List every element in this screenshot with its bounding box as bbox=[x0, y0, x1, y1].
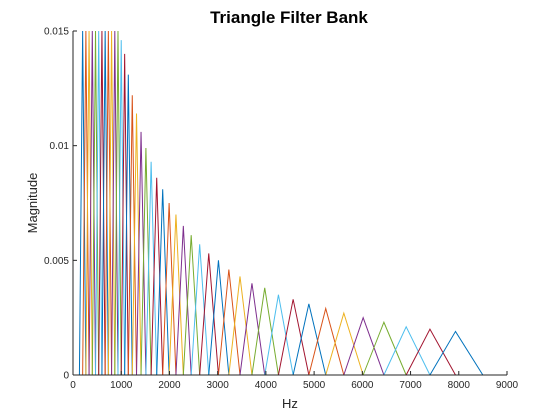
filter-triangle-6 bbox=[95, 30, 103, 376]
filter-triangle-19 bbox=[140, 147, 152, 376]
filter-triangle-12 bbox=[114, 30, 122, 376]
filter-triangle-7 bbox=[98, 30, 106, 376]
filter-series-layer bbox=[78, 30, 484, 376]
filter-triangle-43 bbox=[429, 330, 484, 376]
filter-triangle-39 bbox=[343, 316, 385, 376]
y-axis-label: Magnitude bbox=[25, 173, 40, 234]
filter-triangle-10 bbox=[107, 30, 116, 376]
filter-triangle-21 bbox=[150, 177, 164, 376]
y-tick-label: 0 bbox=[63, 371, 69, 382]
filter-triangle-16 bbox=[127, 95, 138, 376]
filter-triangle-25 bbox=[175, 225, 192, 376]
x-tick-label: 1000 bbox=[110, 380, 133, 391]
filter-triangle-23 bbox=[162, 202, 177, 376]
chart-title: Triangle Filter Bank bbox=[210, 8, 368, 27]
filter-triangle-24 bbox=[168, 214, 184, 376]
x-tick-label: 5000 bbox=[303, 380, 326, 391]
x-axis-label: Hz bbox=[282, 396, 298, 411]
filter-triangle-41 bbox=[383, 325, 431, 376]
x-tick-label: 7000 bbox=[399, 380, 422, 391]
filter-triangle-5 bbox=[91, 30, 100, 376]
filter-triangle-9 bbox=[104, 30, 113, 376]
filter-triangle-17 bbox=[131, 113, 142, 376]
x-tick-label: 6000 bbox=[351, 380, 374, 391]
y-tick-label: 0.015 bbox=[44, 27, 69, 38]
filter-triangle-37 bbox=[308, 306, 345, 376]
filter-triangle-20 bbox=[145, 161, 158, 376]
filter-triangle-34 bbox=[264, 294, 294, 376]
filter-triangle-26 bbox=[182, 235, 201, 376]
filter-triangle-30 bbox=[217, 269, 241, 376]
filter-triangle-4 bbox=[88, 30, 97, 376]
filter-triangle-18 bbox=[136, 131, 147, 376]
filter-triangle-42 bbox=[405, 328, 456, 376]
x-tick-label: 8000 bbox=[448, 380, 471, 391]
filter-triangle-35 bbox=[277, 299, 310, 376]
filter-triangle-36 bbox=[292, 303, 327, 376]
filter-triangle-13 bbox=[117, 40, 126, 376]
filter-triangle-27 bbox=[190, 244, 210, 376]
x-tick-label: 2000 bbox=[158, 380, 181, 391]
filter-triangle-1 bbox=[78, 30, 87, 376]
filter-triangle-11 bbox=[111, 30, 119, 376]
filter-triangle-2 bbox=[82, 30, 90, 376]
filter-triangle-14 bbox=[120, 53, 129, 376]
x-tick-label: 0 bbox=[70, 380, 76, 391]
filter-triangle-40 bbox=[362, 320, 407, 376]
x-axis-ticks: 0 1000 2000 3000 4000 5000 6000 7000 8000 9000 bbox=[70, 371, 519, 391]
y-axis-ticks: 0 0.005 0.01 0.015 bbox=[44, 27, 77, 382]
filter-triangle-15 bbox=[124, 74, 133, 376]
x-tick-label: 4000 bbox=[255, 380, 278, 391]
filter-triangle-32 bbox=[239, 283, 266, 376]
y-tick-label: 0.005 bbox=[44, 256, 69, 267]
filter-triangle-22 bbox=[156, 189, 170, 376]
y-tick-label: 0.01 bbox=[50, 141, 70, 152]
filter-triangle-8 bbox=[101, 30, 109, 376]
filter-triangle-31 bbox=[228, 276, 253, 376]
filter-triangle-33 bbox=[251, 287, 279, 376]
x-tick-label: 9000 bbox=[496, 380, 519, 391]
filter-triangle-3 bbox=[85, 30, 93, 376]
filter-triangle-28 bbox=[199, 253, 219, 376]
filter-triangle-38 bbox=[325, 311, 364, 376]
filter-triangle-29 bbox=[208, 260, 230, 376]
x-tick-label: 3000 bbox=[207, 380, 230, 391]
